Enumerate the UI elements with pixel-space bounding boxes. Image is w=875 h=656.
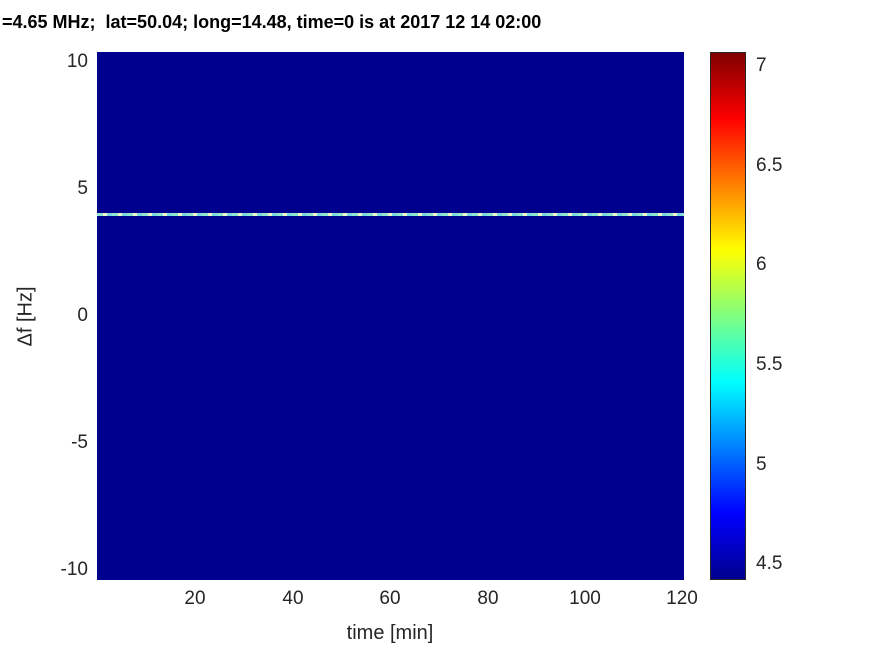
x-tick-label: 100 bbox=[569, 588, 601, 609]
spectral-line bbox=[97, 213, 684, 216]
x-tick-label: 60 bbox=[379, 588, 401, 609]
colorbar-tick-label: 6.5 bbox=[756, 155, 783, 176]
y-tick-label: 0 bbox=[77, 305, 88, 326]
x-tick-label: 40 bbox=[282, 588, 304, 609]
colorbar-tick-label: 5.5 bbox=[756, 354, 783, 375]
y-axis-label: Δf [Hz] bbox=[14, 286, 37, 347]
y-tick-label: 10 bbox=[66, 51, 88, 72]
colorbar-tick-label: 4.5 bbox=[756, 553, 783, 574]
x-tick-label: 20 bbox=[184, 588, 206, 609]
colorbar-tick-label: 7 bbox=[756, 55, 767, 76]
x-axis-label: time [min] bbox=[346, 622, 434, 644]
colorbar-tick-label: 6 bbox=[756, 254, 767, 275]
y-tick-label: -10 bbox=[60, 559, 88, 580]
x-tick-label: 120 bbox=[666, 588, 698, 609]
colorbar-tick-label: 5 bbox=[756, 454, 767, 475]
y-tick-label: 5 bbox=[77, 178, 88, 199]
x-tick-label: 80 bbox=[477, 588, 499, 609]
y-tick-label: -5 bbox=[71, 432, 88, 453]
heatmap-plot bbox=[97, 52, 684, 580]
chart-title: =4.65 MHz; lat=50.04; long=14.48, time=0… bbox=[2, 12, 542, 32]
colorbar bbox=[710, 52, 746, 580]
